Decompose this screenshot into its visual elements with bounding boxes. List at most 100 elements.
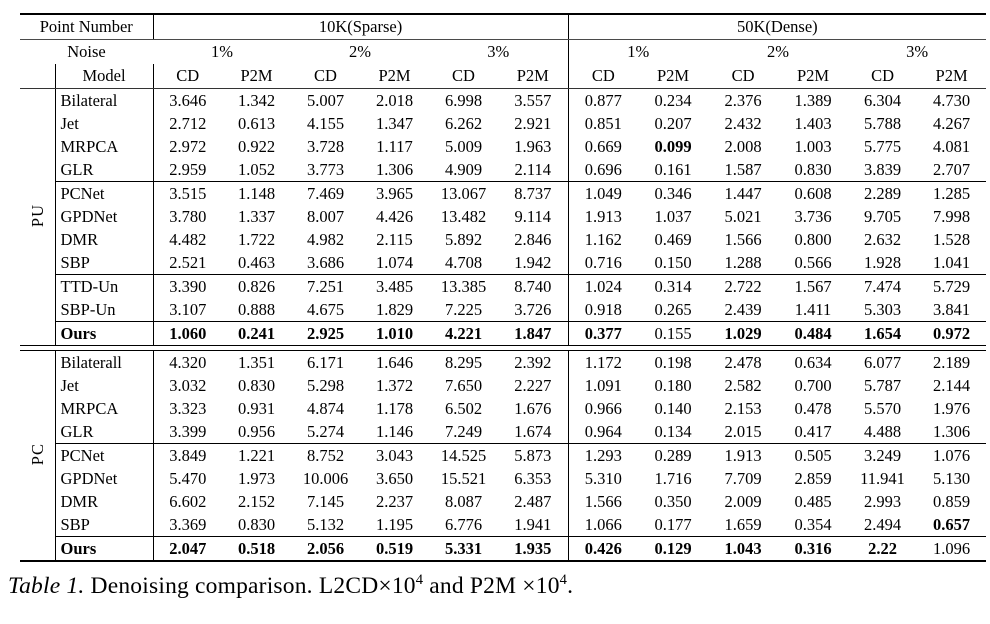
value-cell: 1.646 (375, 352, 414, 372)
value-cell: 3.780 (169, 206, 207, 226)
value-cell: 1.052 (237, 159, 276, 179)
value-cell: 0.826 (222, 274, 292, 298)
metric-header: P2M (638, 64, 709, 89)
table-caption: Table 1. Denoising comparison. L2CD×104 … (8, 573, 990, 600)
value-cell: 10.006 (302, 468, 349, 488)
value-cell: 3.043 (360, 443, 430, 467)
value-cell: 4.221 (429, 321, 499, 346)
value-cell: 8.752 (291, 443, 361, 467)
value-cell: 5.009 (444, 136, 483, 156)
value-cell: 8.007 (306, 206, 345, 226)
value-cell: 0.669 (567, 135, 639, 158)
caption-superscript: 4 (559, 572, 568, 589)
caption-label: Table 1. (8, 573, 85, 599)
value-cell: 8.737 (498, 181, 569, 205)
metric-header: P2M (222, 64, 292, 89)
value-cell: 6.353 (514, 468, 552, 488)
value-cell: 2.227 (514, 375, 552, 395)
value-cell: 1.029 (708, 321, 779, 346)
value-cell: 0.964 (567, 420, 639, 444)
value-cell: 0.354 (794, 514, 832, 534)
value-cell: 1.076 (917, 443, 987, 467)
model-name: PCNet (55, 443, 154, 467)
header-row-point-number: Point Number 10K(Sparse) 50K(Dense) (20, 14, 987, 40)
value-cell: 0.234 (654, 90, 692, 110)
noise-header: 3% (906, 42, 929, 62)
value-cell: 6.171 (306, 352, 345, 372)
value-cell: 0.417 (794, 421, 832, 441)
value-cell: 1.288 (724, 252, 762, 272)
value-cell: 5.310 (567, 467, 639, 490)
table-row: Jet 3.032 0.830 5.298 1.372 7.650 2.227 1.091 0.… (20, 374, 986, 397)
value-cell: 3.726 (514, 299, 552, 319)
value-cell: 0.140 (654, 398, 692, 418)
header-row-noise: Noise 1% 2% 3% 1% 2% 3% (20, 39, 986, 64)
value-cell: 6.304 (863, 90, 902, 110)
value-cell: 0.469 (654, 229, 692, 249)
value-cell: 1.973 (237, 468, 276, 488)
value-cell: 2.439 (724, 299, 762, 319)
value-cell: 0.972 (917, 321, 987, 346)
value-cell: 3.736 (794, 206, 832, 226)
value-cell: 1.716 (654, 468, 692, 488)
value-cell: 2.153 (724, 398, 762, 418)
value-cell: 4.426 (375, 206, 414, 226)
value-cell: 2.047 (153, 536, 223, 561)
model-name: SBP (55, 513, 154, 537)
metric-header: CD (848, 64, 918, 89)
value-cell: 1.935 (498, 536, 569, 561)
value-cell: 1.942 (514, 252, 552, 272)
value-cell: 5.775 (863, 136, 902, 156)
double-rule (20, 345, 987, 351)
value-cell: 0.484 (778, 321, 849, 346)
value-cell: 0.485 (794, 491, 832, 511)
value-cell: 1.010 (360, 321, 430, 346)
value-cell: 1.041 (933, 252, 971, 272)
value-cell: 1.117 (376, 136, 413, 156)
value-cell: 0.207 (654, 113, 692, 133)
value-cell: 2.144 (933, 375, 971, 395)
value-cell: 0.922 (237, 136, 276, 156)
value-cell: 1.091 (567, 374, 639, 397)
model-name: Jet (55, 374, 154, 397)
value-cell: 1.372 (375, 375, 414, 395)
value-cell: 2.959 (169, 159, 207, 179)
value-cell: 7.474 (848, 274, 918, 298)
value-cell: 0.478 (794, 398, 832, 418)
value-cell: 2.189 (933, 352, 971, 372)
value-cell: 2.237 (375, 491, 414, 511)
noise-header: 3% (487, 42, 510, 62)
value-cell: 2.018 (375, 90, 414, 110)
table-row: PC Bilaterall 4.320 1.351 6.171 1.646 8.295 2.3… (20, 350, 986, 561)
value-cell: 2.993 (863, 491, 902, 511)
table-row: PCNet 3.849 1.221 8.752 3.043 14.525 5.873 1.29… (20, 443, 987, 467)
value-cell: 2.115 (376, 229, 413, 249)
value-cell: 0.426 (567, 536, 639, 561)
value-cell: 6.077 (863, 352, 902, 372)
value-cell: 4.081 (933, 136, 971, 156)
value-cell: 1.049 (567, 181, 639, 205)
value-cell: 1.221 (222, 443, 292, 467)
value-cell: 1.342 (237, 90, 276, 110)
value-cell: 2.056 (291, 536, 361, 561)
value-cell: 7.249 (444, 421, 483, 441)
model-name: TTD-Un (55, 274, 154, 298)
value-cell: 7.145 (306, 491, 345, 511)
value-cell: 4.482 (169, 229, 207, 249)
model-name: SBP-Un (55, 298, 154, 322)
value-cell: 1.146 (375, 421, 414, 441)
table-row: DMR 6.602 2.152 7.145 2.237 8.087 2.487 1.566 0.… (20, 490, 986, 513)
value-cell: 0.134 (654, 421, 692, 441)
value-cell: 5.729 (917, 274, 987, 298)
value-cell: 4.982 (306, 229, 345, 249)
metric-header: P2M (917, 64, 987, 89)
value-cell: 5.007 (306, 90, 345, 110)
table-row: SBP 3.369 0.830 5.132 1.195 6.776 1.941 1.066 0.… (20, 513, 986, 537)
value-cell: 1.306 (375, 159, 414, 179)
value-cell: 2.487 (514, 491, 552, 511)
value-cell: 2.015 (724, 421, 762, 441)
value-cell: 0.931 (237, 398, 276, 418)
value-cell: 7.998 (933, 206, 971, 226)
group-label-text: PC (27, 442, 47, 465)
value-cell: 2.859 (794, 468, 832, 488)
